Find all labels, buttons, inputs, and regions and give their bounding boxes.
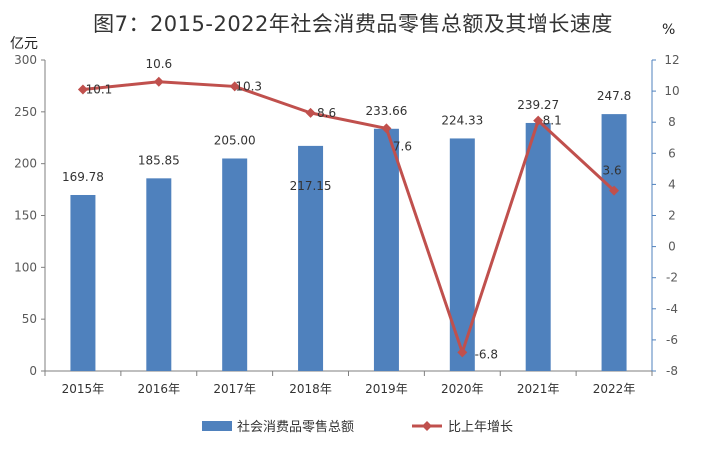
bar-value-label: 217.15 [290,179,332,193]
bar-2017年 [222,158,248,371]
x-category-label: 2020年 [441,382,484,396]
line-value-label: 7.6 [393,139,412,153]
bar-value-label: 185.85 [138,153,180,167]
bar-2015年 [70,194,96,371]
x-category-label: 2021年 [517,382,560,396]
x-category-label: 2015年 [62,382,105,396]
right-tick-label: 2 [668,209,676,223]
bar-2019年 [373,128,399,371]
growth-marker-2022年 [609,185,620,196]
legend-line-marker [422,421,432,431]
bar-value-label: 239.27 [517,98,559,112]
growth-marker-2017年 [229,81,240,92]
bar-value-label: 169.78 [62,170,104,184]
growth-marker-2019年 [381,123,392,134]
line-value-label: 3.6 [603,164,622,178]
right-tick-label: 10 [664,84,679,98]
bar-2020年 [449,138,475,371]
right-tick-label: -2 [666,271,678,285]
bar-2022年 [601,114,627,371]
right-tick-label: -8 [666,364,678,378]
left-tick-label: 200 [14,157,37,171]
right-tick-label: 8 [668,115,676,129]
line-value-label: 8.1 [543,114,562,128]
right-tick-label: -4 [666,302,678,316]
x-category-label: 2018年 [289,382,332,396]
left-tick-label: 250 [14,105,37,119]
right-tick-label: 6 [668,146,676,160]
right-tick-label: 4 [668,177,676,191]
left-tick-label: 150 [14,209,37,223]
bar-2021年 [525,122,551,372]
right-tick-label: 0 [668,240,676,254]
left-tick-label: 100 [14,260,37,274]
left-tick-label: 0 [29,364,37,378]
x-category-label: 2016年 [138,382,181,396]
right-tick-label: 12 [664,53,679,67]
line-value-label: 10.6 [145,57,172,71]
bar-2018年 [298,145,324,371]
bar-value-label: 224.33 [441,113,483,127]
x-category-label: 2019年 [365,382,408,396]
growth-line [82,80,616,354]
growth-marker-2021年 [533,115,544,126]
bar-value-label: 247.8 [597,89,631,103]
left-tick-label: 300 [14,53,37,67]
legend-line-label: 比上年增长 [448,420,513,435]
line-value-label: 10.3 [235,79,262,93]
right-tick-label: -6 [666,333,678,347]
growth-marker-2016年 [153,76,164,87]
x-category-label: 2017年 [213,382,256,396]
x-category-label: 2022年 [593,382,636,396]
line-value-label: -6.8 [475,347,498,361]
legend-bar-swatch [202,421,232,431]
growth-marker-2015年 [77,84,88,95]
left-tick-label: 50 [22,312,37,326]
left-axis-unit: 亿元 [10,36,38,52]
growth-marker-2018年 [305,107,316,118]
bar-value-label: 233.66 [365,104,407,118]
bar-value-label: 205.00 [214,133,256,147]
chart-title: 图7：2015-2022年社会消费品零售总额及其增长速度 [93,12,613,36]
line-value-label: 10.1 [86,83,113,97]
right-axis-unit: % [662,22,676,38]
growth-marker-2020年 [457,347,468,358]
line-value-label: 8.6 [317,106,336,120]
legend-bar-label: 社会消费品零售总额 [237,419,354,435]
bar-2016年 [146,178,172,371]
